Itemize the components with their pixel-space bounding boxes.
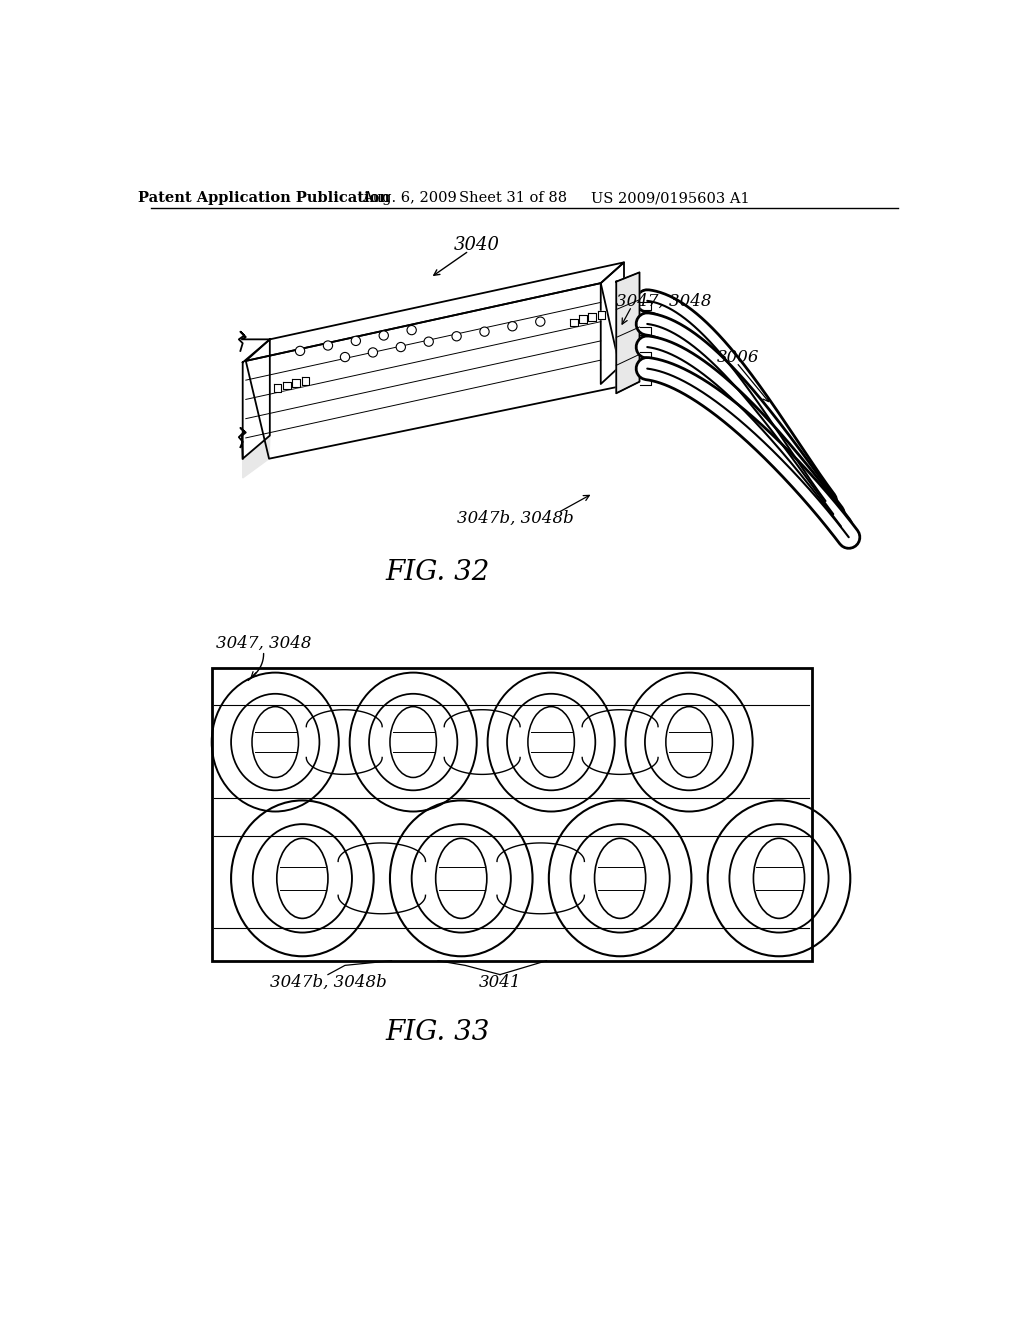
Bar [212,668,812,961]
Polygon shape [601,263,624,384]
Polygon shape [292,379,300,387]
Circle shape [396,342,406,351]
Circle shape [480,327,489,337]
Circle shape [452,331,461,341]
Polygon shape [243,339,270,459]
Circle shape [379,331,388,341]
Polygon shape [283,381,291,389]
Text: Patent Application Publication: Patent Application Publication [137,191,389,206]
Polygon shape [589,313,596,321]
Polygon shape [616,272,640,393]
Circle shape [536,317,545,326]
Text: FIG. 32: FIG. 32 [386,560,490,586]
Polygon shape [569,318,578,326]
Polygon shape [598,312,605,318]
Circle shape [369,348,378,358]
Text: Aug. 6, 2009: Aug. 6, 2009 [361,191,457,206]
Text: 3040: 3040 [454,236,500,255]
Text: 3047, 3048: 3047, 3048 [216,635,311,652]
Circle shape [324,341,333,350]
Polygon shape [246,263,624,360]
Polygon shape [273,384,282,392]
Polygon shape [246,284,624,459]
Circle shape [340,352,349,362]
Polygon shape [579,315,587,323]
Circle shape [295,346,305,355]
Circle shape [508,322,517,331]
Text: FIG. 33: FIG. 33 [386,1019,490,1045]
Circle shape [407,326,417,335]
Circle shape [424,337,433,346]
Text: 3047b, 3048b: 3047b, 3048b [457,511,573,527]
Text: 3047b, 3048b: 3047b, 3048b [269,974,386,991]
Polygon shape [302,378,309,385]
Text: US 2009/0195603 A1: US 2009/0195603 A1 [591,191,750,206]
Text: 3006: 3006 [717,348,760,366]
Polygon shape [243,436,270,478]
Text: 3047, 3048: 3047, 3048 [616,292,712,309]
Text: 3041: 3041 [479,974,521,991]
Text: Sheet 31 of 88: Sheet 31 of 88 [459,191,567,206]
Circle shape [351,337,360,346]
